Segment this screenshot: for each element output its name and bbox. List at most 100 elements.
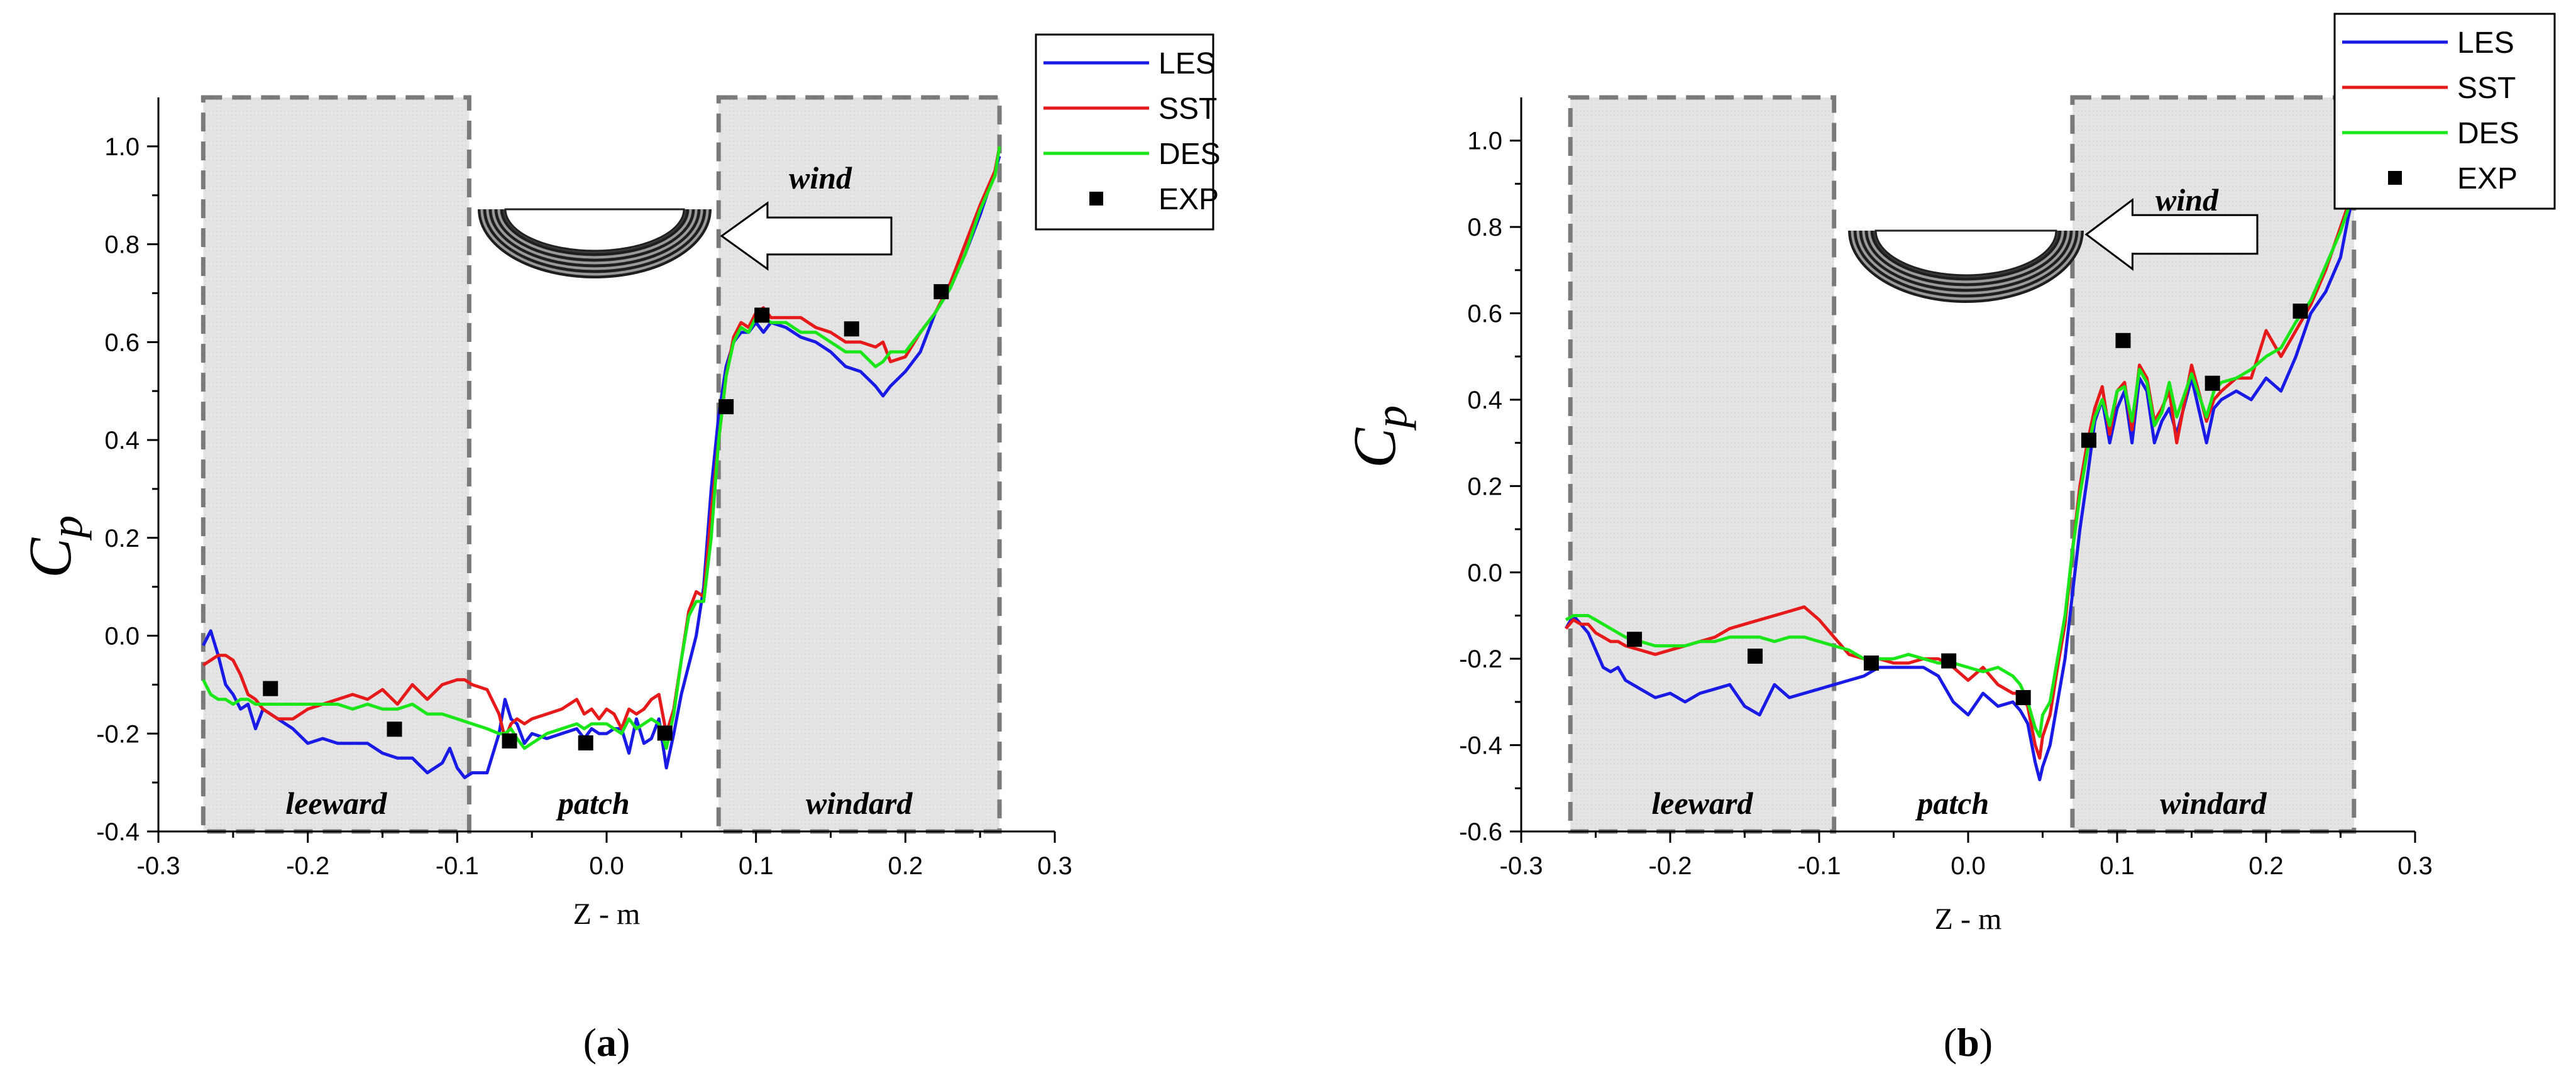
chart-a-y-tick-label: -0.4 [96,818,140,846]
chart-b-y-tick-label: 0.2 [1467,473,1502,500]
chart-b-exp-point [2015,690,2031,706]
chart-a-tire-ring [483,209,706,273]
chart-a-svg: -0.3 -0.2 -0.1 0.0 0.1 0.2 0.3 -0.4 -0.2 0.0 0.2 0.… [16,33,1221,1065]
chart-a-wind-arrow [720,201,893,271]
chart-a-exp-point [502,733,517,749]
chart-b-x-tick-label: -0.3 [1500,852,1543,880]
chart-b-y-tick-label: 0.0 [1467,559,1502,587]
chart-a-exp-point [387,721,402,737]
chart-a-exp-point [657,725,673,741]
chart-a-panel-label: (a) [583,1020,630,1065]
chart-a-region-label-leeward: leeward [285,786,387,821]
chart-a-wind-label: wind [789,160,852,195]
chart-b-exp-point [2204,375,2220,391]
chart-b-y-tick-label: -0.6 [1459,818,1502,846]
chart-a-exp-point [578,735,593,751]
chart-a-tire-ring [480,209,709,276]
chart-a-x-tick-label: -0.3 [137,852,180,880]
chart-b-legend-label-exp: EXP [2457,162,2518,195]
chart-b-y-axis-title: Cp [1341,405,1416,468]
chart-a-series-les [202,155,1001,779]
chart-a-tire-ring [486,209,703,270]
chart-a-exp-point [933,284,949,300]
chart-b-x-tick-label: -0.2 [1649,852,1692,880]
chart-b-region-label-patch: patch [1915,786,1989,821]
chart-b-panel-label-close: ) [1979,1020,1993,1065]
chart-b-exp-point [1863,655,1879,671]
chart-a-y-tick-label: 0.4 [104,427,140,454]
chart-b-y-tick-label: 0.8 [1467,214,1502,241]
chart-a-region-leeward [201,95,471,834]
chart-b-tire-ring [1862,230,2070,289]
chart-a-y-tick-label: 0.6 [104,329,140,356]
chart-a-tire-ring [489,209,700,267]
chart-b-tire-image [1848,229,2084,303]
chart-b-region-label-windard: windard [2160,786,2267,821]
chart-a-tire-ring [497,209,692,259]
chart-b-wind-label: wind [2155,182,2219,217]
chart-b-x-tick-label: -0.1 [1798,852,1841,880]
chart-b-tire-ring [1859,230,2072,292]
chart-b-x-tick-label: 0.0 [1951,852,1986,880]
chart-b-panel-label-letter: b [1957,1020,1979,1065]
chart-a-y-axis-subscript: p [41,515,92,541]
chart-a-panel-label-open: ( [583,1020,597,1065]
chart-a-exp-point [718,399,734,415]
chart-b-panel-label-open: ( [1944,1020,1957,1065]
chart-b-tire-ring [1856,230,2076,295]
chart-b-x-tick-label: 0.3 [2397,852,2433,880]
chart-a-exp-point [844,321,859,337]
chart-b-tire-ring [1854,230,2078,297]
chart-b-exp-point [1748,649,1763,664]
chart-b-legend-label-des: DES [2457,117,2519,150]
chart-a-tire-ring [500,209,689,256]
chart-b-y-tick-label: -0.4 [1459,732,1502,760]
chart-a-region-label-patch: patch [556,786,630,821]
chart-panel-b: -0.3 -0.2 -0.1 0.0 0.1 0.2 0.3 -0.6 -0.4 -0.2 0.0 0… [1288,0,2576,1086]
chart-a-tire-image [478,208,712,278]
chart-b-wind-arrow [2084,198,2259,271]
chart-a-x-axis-title: Z - m [573,897,641,931]
chart-a-legend-box [1035,33,1214,231]
chart-b-tire-rim [1874,229,2057,277]
chart-b-series-les [1564,192,2356,782]
chart-a-x-tick-label: 0.3 [1037,852,1072,880]
chart-b-exp-point [2293,304,2308,319]
chart-a-legend-label-exp: EXP [1159,183,1219,216]
chart-a-tire-rim [504,208,685,252]
chart-a-x-tick-label: 0.2 [888,852,923,880]
chart-a-x-tick-label: 0.0 [589,852,624,880]
chart-a-legend-label-des: DES [1159,138,1221,171]
chart-a-tire-ring [495,209,695,261]
chart-panel-a: -0.3 -0.2 -0.1 0.0 0.1 0.2 0.3 -0.4 -0.2 0.0 0.2 0.… [16,33,1221,1065]
chart-a-x-tick-label: 0.1 [739,852,774,880]
chart-a-y-tick-label: 1.0 [104,133,140,161]
chart-b-y-tick-label: 0.4 [1467,387,1502,414]
chart-a-y-tick-label: 0.8 [104,231,140,259]
chart-a-x-tick-label: -0.1 [436,852,479,880]
chart-b-y-tick-label: -0.2 [1459,645,1502,673]
chart-a-y-tick-label: 0.0 [104,623,140,650]
chart-a-x-tick-label: -0.2 [286,852,329,880]
chart-b-x-tick-label: 0.2 [2248,852,2284,880]
chart-a-y-tick-label: 0.2 [104,525,140,552]
chart-a-series-des [202,146,1001,750]
chart-b-tire-ring [1865,230,2067,286]
chart-a-tire-ring [492,209,698,265]
chart-b-exp-point [2115,332,2131,348]
chart-b-legend-label-les: LES [2457,26,2514,60]
chart-b-tire-ring [1871,230,2061,280]
chart-b-y-axis-subscript: p [1366,405,1416,431]
chart-a-panel-label-close: ) [617,1020,630,1065]
chart-a-region-label-windard: windard [806,786,913,821]
chart-b-legend-label-sst: SST [2457,72,2516,105]
chart-a-panel-label-letter: a [597,1020,617,1065]
chart-a-exp-point [263,681,278,696]
chart-a-legend-label-sst: SST [1159,92,1217,126]
chart-a-series-sst [202,146,1001,740]
chart-b-y-tick-label: 0.6 [1467,300,1502,328]
chart-a-y-axis-title: Cp [16,515,92,578]
chart-a-legend-swatch-exp [1089,192,1103,206]
chart-b-legend-box [2333,13,2556,210]
chart-b-region-leeward [1568,95,1837,834]
